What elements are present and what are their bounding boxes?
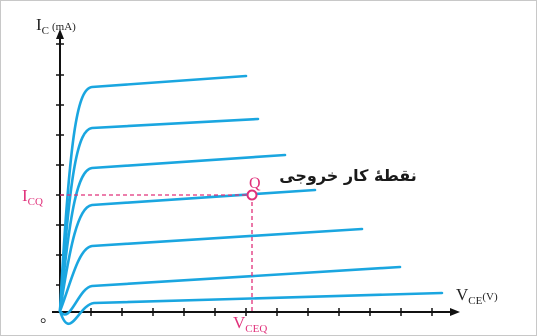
collector-curve-4 xyxy=(58,188,317,313)
collector-curve-6 xyxy=(58,265,402,316)
y-axis-ticks xyxy=(56,43,64,286)
origin-label: ° xyxy=(40,316,46,333)
collector-curve-3 xyxy=(58,153,287,313)
x-axis-ticks xyxy=(90,308,433,316)
y-axis-label: IC (mA) xyxy=(36,15,76,37)
collector-curve-7 xyxy=(58,291,444,326)
icq-label: ICQ xyxy=(22,186,43,208)
collector-curves xyxy=(58,74,444,326)
collector-curve-2 xyxy=(58,117,260,313)
vceq-label: VCEQ xyxy=(233,313,267,335)
q-point-marker xyxy=(246,189,258,201)
operating-point-annotation: نقطهٔ کار خروجی xyxy=(279,166,417,185)
q-point-label: Q xyxy=(249,175,261,192)
collector-curve-5 xyxy=(58,227,364,313)
collector-curve-1 xyxy=(58,74,248,313)
x-axis-label: VCE(V) xyxy=(456,285,498,307)
